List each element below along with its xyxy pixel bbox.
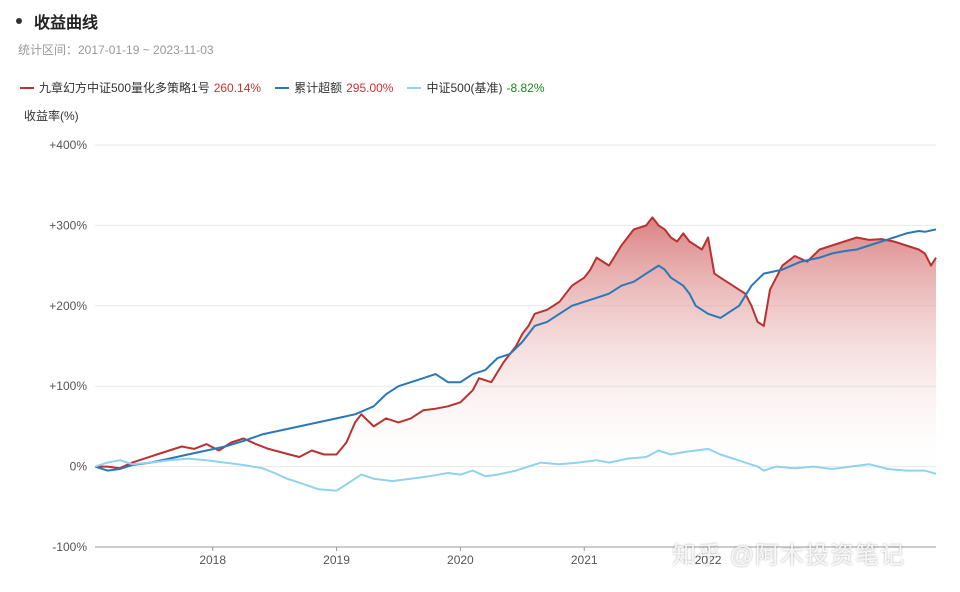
y-tick-label: 0% — [70, 460, 88, 474]
x-tick-label: 2020 — [447, 553, 474, 567]
x-tick-label: 2018 — [199, 553, 226, 567]
legend-line-icon — [407, 86, 422, 89]
legend-line-icon — [275, 86, 290, 89]
legend-value: 260.14% — [213, 80, 262, 95]
legend-value: -8.82% — [506, 80, 545, 95]
series-line-1 — [94, 228, 937, 472]
legend-item-excess[interactable]: 累计超额 295.00% — [275, 79, 393, 96]
series-line-2 — [94, 447, 937, 492]
legend-item-benchmark[interactable]: 中证500(基准) -8.82% — [407, 79, 545, 96]
x-tick-label: 2022 — [695, 553, 722, 567]
title-row: 收益曲线 — [16, 9, 98, 33]
legend-value: 295.00% — [346, 80, 394, 95]
legend-label: 九章幻方中证500量化多策略1号 — [39, 81, 210, 95]
y-axis-label: 收益率(%) — [24, 109, 79, 123]
legend-line-icon — [20, 86, 34, 89]
legend-item-fund[interactable]: 九章幻方中证500量化多策略1号 260.14% — [20, 79, 261, 96]
bullet-icon — [16, 18, 22, 24]
legend-label: 中证500(基准) — [426, 81, 503, 95]
y-tick-label: +100% — [49, 379, 87, 393]
y-tick-label: +400% — [49, 138, 87, 152]
x-tick-label: 2021 — [571, 553, 598, 567]
watermark: 知乎 @阿木投资笔记 — [672, 542, 906, 569]
y-tick-label: -100% — [52, 540, 87, 554]
legend-label: 累计超额 — [294, 81, 343, 95]
legend: 九章幻方中证500量化多策略1号 260.14% 累计超额 295.00% 中证… — [20, 79, 559, 96]
chart-title: 收益曲线 — [34, 15, 99, 32]
series-area-0 — [95, 217, 936, 469]
y-tick-label: +200% — [49, 299, 87, 313]
y-tick-label: +300% — [49, 218, 87, 232]
x-tick-label: 2019 — [323, 553, 350, 567]
series-line-0 — [95, 216, 937, 470]
date-range: 统计区间：2017-01-19 ~ 2023-11-03 — [18, 43, 214, 57]
